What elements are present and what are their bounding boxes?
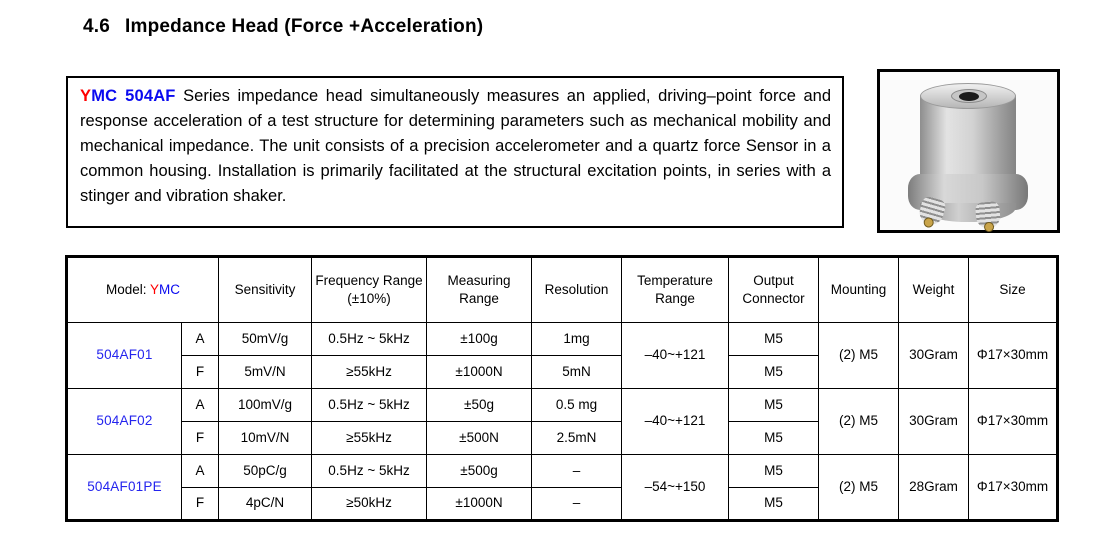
connector-header: Output Connector [728, 256, 820, 323]
connector-cell: M5 [728, 322, 820, 356]
sensitivity-header: Sensitivity [218, 256, 313, 323]
channel-cell: F [180, 487, 220, 521]
resolution-cell: – [531, 487, 623, 521]
weight-cell: 30Gram [898, 322, 970, 389]
mounting-header: Mounting [818, 256, 900, 323]
sensitivity-cell: 10mV/N [218, 421, 313, 455]
weight-cell: 28Gram [898, 454, 970, 521]
resolution-cell: 5mN [531, 355, 623, 389]
size-cell: Φ17×30mm [968, 454, 1059, 521]
temperature-cell: –54~+150 [621, 454, 730, 521]
section-title: Impedance Head (Force +Acceleration) [125, 16, 484, 37]
sensitivity-cell: 5mV/N [218, 355, 313, 389]
size-cell: Φ17×30mm [968, 322, 1059, 389]
header-brand-red: Y [150, 281, 160, 297]
channel-cell: F [180, 421, 220, 455]
series-text: 504AF [125, 87, 176, 105]
model-header: Model: YMC [65, 256, 220, 323]
connector-pin-right [983, 221, 995, 233]
model-cell: 504AF01PE [66, 454, 182, 521]
mounting-cell: (2) M5 [818, 454, 900, 521]
product-thread-hole [959, 92, 979, 101]
table-row: 504AF01 A 50mV/g 0.5Hz ~ 5kHz ±100g 1mg … [66, 322, 1059, 389]
sensitivity-cell: 50pC/g [218, 454, 313, 488]
connector-cell: M5 [728, 454, 820, 488]
measuring-cell: ±1000N [426, 487, 533, 521]
connector-pin-left [922, 216, 935, 229]
measuring-cell: ±500N [426, 421, 533, 455]
connector-cell: M5 [728, 487, 820, 521]
channel-cell: A [180, 322, 220, 356]
model-cell: 504AF01 [66, 322, 182, 389]
description-body: Series impedance head simultaneously mea… [80, 87, 831, 205]
table-row: F 4pC/N ≥50kHz ±1000N – M5 [67, 487, 1058, 521]
mounting-cell: (2) M5 [818, 388, 900, 455]
channel-cell: A [180, 388, 220, 422]
sensitivity-cell: 50mV/g [218, 322, 313, 356]
table-row: 504AF02 A 100mV/g 0.5Hz ~ 5kHz ±50g 0.5 … [66, 388, 1059, 455]
table-header-row: Model: YMC Sensitivity Frequency Range (… [65, 256, 1059, 323]
resolution-cell: 0.5 mg [531, 388, 623, 422]
sensitivity-cell: 4pC/N [218, 487, 313, 521]
resolution-header: Resolution [531, 256, 623, 323]
table-row: F 5mV/N ≥55kHz ±1000N 5mN M5 [67, 355, 1058, 389]
frequency-header: Frequency Range (±10%) [311, 256, 428, 323]
model-cell: 504AF02 [66, 388, 182, 455]
size-cell: Φ17×30mm [968, 388, 1059, 455]
weight-cell: 30Gram [898, 388, 970, 455]
brand-text-red: Y [80, 87, 92, 105]
connector-cell: M5 [728, 388, 820, 422]
frequency-cell: 0.5Hz ~ 5kHz [311, 454, 428, 488]
impedance-head-product-image [877, 69, 1060, 233]
frequency-cell: ≥55kHz [311, 355, 428, 389]
measuring-cell: ±50g [426, 388, 533, 422]
product-connector-right [974, 201, 1002, 233]
table-row: F 10mV/N ≥55kHz ±500N 2.5mN M5 [67, 421, 1058, 455]
temperature-cell: –40~+121 [621, 322, 730, 389]
brand-text-blue: MC [91, 87, 118, 105]
frequency-cell: 0.5Hz ~ 5kHz [311, 322, 428, 356]
connector-cell: M5 [728, 355, 820, 389]
table-row: 504AF01PE A 50pC/g 0.5Hz ~ 5kHz ±500g – … [66, 454, 1059, 521]
section-heading: 4.6 Impedance Head (Force +Acceleration) [83, 16, 483, 38]
resolution-cell: – [531, 454, 623, 488]
header-brand-blue: MC [159, 281, 181, 297]
measuring-cell: ±500g [426, 454, 533, 488]
measuring-header: Measuring Range [426, 256, 533, 323]
channel-cell: F [180, 355, 220, 389]
resolution-cell: 1mg [531, 322, 623, 356]
weight-header: Weight [898, 256, 970, 323]
section-number: 4.6 [83, 16, 111, 37]
temperature-header: Temperature Range [621, 256, 730, 323]
measuring-cell: ±100g [426, 322, 533, 356]
frequency-cell: ≥55kHz [311, 421, 428, 455]
mounting-cell: (2) M5 [818, 322, 900, 389]
connector-cell: M5 [728, 421, 820, 455]
sensitivity-cell: 100mV/g [218, 388, 313, 422]
description-paragraph: YMC 504AF Series impedance head simultan… [80, 84, 831, 209]
spec-table: Model: YMC Sensitivity Frequency Range (… [65, 255, 1060, 522]
size-header: Size [968, 256, 1059, 323]
frequency-cell: ≥50kHz [311, 487, 428, 521]
channel-cell: A [180, 454, 220, 488]
resolution-cell: 2.5mN [531, 421, 623, 455]
temperature-cell: –40~+121 [621, 388, 730, 455]
measuring-cell: ±1000N [426, 355, 533, 389]
frequency-cell: 0.5Hz ~ 5kHz [311, 388, 428, 422]
product-cylinder-body [920, 96, 1016, 182]
description-box: YMC 504AF Series impedance head simultan… [66, 76, 844, 228]
